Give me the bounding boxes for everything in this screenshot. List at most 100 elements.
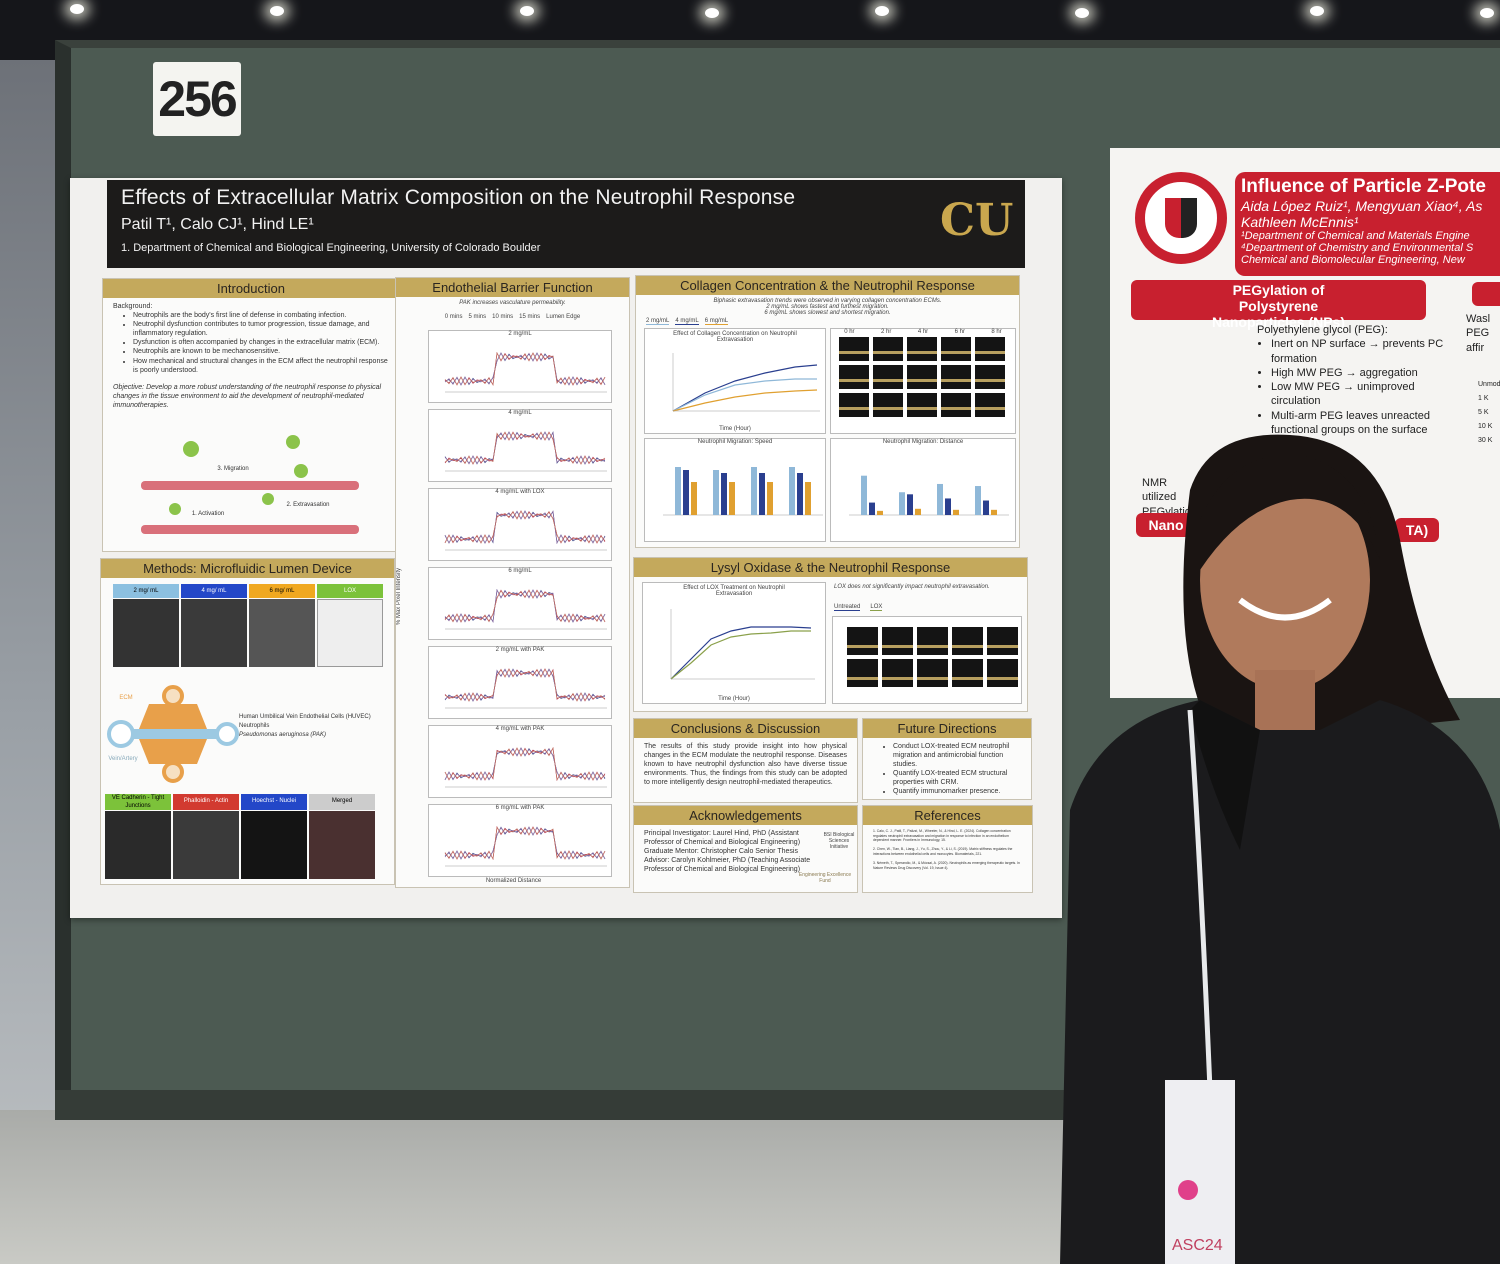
bar (805, 482, 811, 515)
poster-authors: Patil T¹, Calo CJ¹, Hind LE¹ (121, 216, 314, 233)
neighbor-title: Influence of Particle Z-Pote (1241, 176, 1486, 197)
table-row: 10 K (1478, 423, 1493, 430)
peg-bullet: High MW PEG → aggregation (1271, 366, 1447, 380)
plot-title: 2 mg/mL with PAK (495, 647, 545, 653)
presenter-person: ASC24 (1060, 434, 1500, 1264)
timelapse-frame (917, 659, 948, 687)
conclusions-heading: Conclusions & Discussion (634, 719, 857, 738)
reference-item: 3. Németh, T., Sperandio, M., & Mócsai, … (873, 861, 1020, 870)
neighbor-affiliation: ⁴Department of Chemistry and Environment… (1241, 242, 1474, 254)
introduction-panel: Introduction Background: Neutrophils are… (102, 278, 400, 552)
intensity-plot: 6 mg/mL (428, 567, 612, 640)
lox-timelapse-grid (832, 616, 1022, 704)
collagen-note: 2 mg/mL shows fastest and furthest migra… (766, 304, 889, 310)
introduction-heading: Introduction (103, 279, 399, 298)
intensity-plot: 4 mg/mL (428, 409, 612, 482)
plot-title: 2 mg/mL (508, 331, 532, 337)
references-panel: References 1. Calo, C. J., Patil, T., Pa… (862, 805, 1033, 893)
timelapse-frame (882, 659, 913, 687)
cu-logo: CU (940, 195, 1014, 246)
methods-panel: Methods: Microfluidic Lumen Device 2 mg/… (100, 558, 395, 885)
neutrophil-response-diagram (141, 435, 359, 534)
conclusions-text: The results of this study provide insigh… (644, 743, 847, 787)
background-label: Background: (113, 303, 153, 310)
neighbor-affiliation: Chemical and Biomolecular Engineering, N… (1241, 254, 1465, 266)
bar (713, 470, 719, 515)
table-row: Unmod (1478, 381, 1500, 388)
bar (721, 473, 727, 515)
plot-title: 4 mg/mL with PAK (495, 726, 545, 732)
neighbor-bullet: PEG affir (1466, 327, 1490, 354)
timelapse-frame (839, 365, 869, 389)
name-badge: ASC24 (1172, 1237, 1223, 1254)
timelapse-frame (873, 337, 903, 361)
neighbor-section-heading: PEGylation of Polystyrene Nanoparticles … (1131, 280, 1426, 330)
intensity-plot: 4 mg/mL with PAK (428, 725, 612, 798)
legend-item: 6 mg/mL (704, 318, 729, 325)
chart-title: Neutrophil Migration: Speed (697, 439, 773, 445)
intro-bullet: Neutrophils are the body's first line of… (133, 311, 389, 320)
timelapse-frame (917, 627, 948, 655)
bar (675, 467, 681, 515)
timelapse-frame (987, 659, 1018, 687)
timelapse-frame (952, 627, 983, 655)
table-row: 5 K (1478, 409, 1489, 416)
legend-item: 4 mg/mL (675, 318, 699, 325)
chart-title: Effect of LOX Treatment on Neutrophil Ex… (683, 585, 785, 597)
collagen-heading: Collagen Concentration & the Neutrophil … (636, 276, 1019, 295)
lox-heading: Lysyl Oxidase & the Neutrophil Response (634, 558, 1027, 577)
references-heading: References (863, 806, 1032, 825)
vessel-label: Vein/Artery (108, 756, 138, 762)
bar (691, 482, 697, 515)
intro-bullet: Neutrophil dysfunction contributes to tu… (133, 320, 389, 338)
timelapse-frame (941, 337, 971, 361)
migration-speed-chart: Neutrophil Migration: Speed (644, 438, 826, 542)
timelapse-frame (873, 365, 903, 389)
board-number: 256 (153, 62, 241, 136)
diagram-label: 1. Activation (191, 511, 225, 517)
stain-label: Phalloidin - Actin (173, 794, 239, 810)
neighbor-poster-header: Influence of Particle Z-Pote Aida López … (1235, 172, 1500, 276)
poster-title: Effects of Extracellular Matrix Composit… (121, 186, 796, 209)
timelapse-frame (907, 365, 937, 389)
future-bullet: Quantify immunomarker presence. (893, 787, 1021, 796)
legend-item: Lumen Edge (546, 314, 581, 320)
timelapse-frame (907, 393, 937, 417)
njit-seal-logo (1135, 172, 1227, 264)
condition-label: LOX (317, 584, 383, 598)
poster-affiliation: 1. Department of Chemical and Biological… (121, 242, 541, 254)
collagen-extravasation-chart: Effect of Collagen Concentration on Neut… (644, 328, 826, 434)
bar (789, 467, 795, 515)
conclusions-panel: Conclusions & Discussion The results of … (633, 718, 858, 803)
future-directions-panel: Future Directions Conduct LOX-treated EC… (862, 718, 1032, 800)
legend-neutrophils: Neutrophils (239, 723, 270, 729)
diagram-label: 2. Extravasation (286, 502, 330, 508)
endothelial-heading: Endothelial Barrier Function (396, 278, 629, 297)
timelapse-frame (952, 659, 983, 687)
bar (729, 482, 735, 515)
neighbor-authors: Aida López Ruiz¹, Mengyuan Xiao⁴, As (1241, 198, 1483, 214)
table-row: 1 K (1478, 395, 1489, 402)
bar (797, 473, 803, 515)
time-label: 2 hr (881, 329, 892, 335)
collagen-panel: Collagen Concentration & the Neutrophil … (635, 275, 1020, 548)
bar (907, 494, 913, 515)
timelapse-frame (839, 393, 869, 417)
timelapse-frame (839, 337, 869, 361)
intro-bullet: Neutrophils are known to be mechanosensi… (133, 347, 389, 356)
bar (899, 492, 905, 515)
plot-title: 4 mg/mL with LOX (495, 489, 545, 495)
plot-title: 4 mg/mL (508, 410, 532, 416)
objective: Objective: Develop a more robust underst… (113, 383, 382, 409)
legend-item: 15 mins (519, 314, 541, 320)
lox-fiber-diagram (317, 599, 383, 667)
y-axis-label: % Max Pixel Intensity (396, 568, 402, 626)
stain-image (173, 811, 239, 879)
neighbor-section-heading: TA) (1395, 518, 1439, 542)
stain-image (105, 811, 171, 879)
collagen-timelapse-grid: 0 hr 2 hr 4 hr 6 hr 8 hr (830, 328, 1016, 434)
neighbor-bullet: Wasl (1466, 313, 1491, 325)
bar (767, 482, 773, 515)
bar (983, 500, 989, 515)
chart-title: Effect of Collagen Concentration on Neut… (673, 331, 797, 343)
